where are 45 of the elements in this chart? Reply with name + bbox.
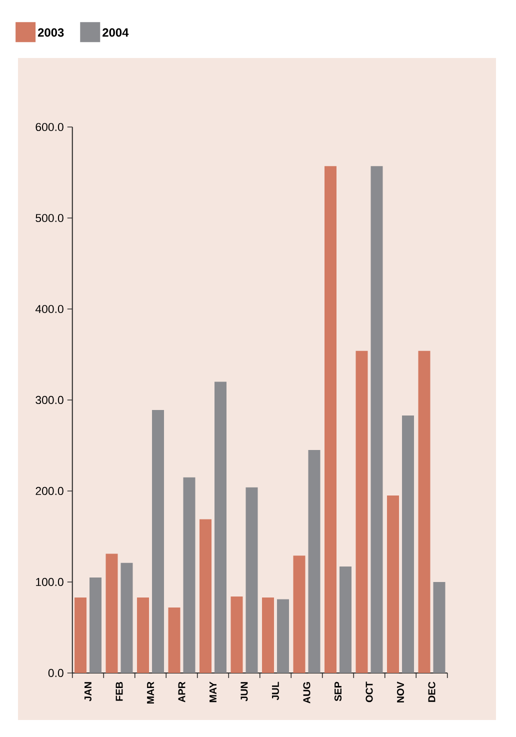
bar — [387, 496, 399, 673]
bar — [74, 597, 86, 673]
x-tick-label: JUN — [240, 682, 248, 702]
y-tick-label: 500.0 — [36, 214, 64, 222]
bar — [277, 599, 289, 673]
bar — [324, 166, 336, 673]
bar — [120, 562, 133, 673]
bar — [230, 596, 243, 673]
bar — [433, 582, 446, 673]
bar — [137, 597, 149, 673]
y-tick-label: 200.0 — [36, 486, 64, 496]
x-tick-label: AUG — [303, 682, 310, 704]
bar — [340, 566, 352, 673]
legend-label: 2003 — [38, 28, 64, 37]
bar — [370, 166, 383, 673]
y-tick-label: 300.0 — [36, 396, 64, 404]
bar — [168, 607, 180, 673]
bar — [402, 415, 414, 673]
bar — [418, 350, 430, 673]
x-tick-label: SEP — [334, 682, 342, 702]
bar — [214, 382, 226, 673]
bar — [200, 519, 212, 673]
x-tick-label: MAY — [210, 682, 216, 702]
x-tick-label: DEC — [428, 682, 436, 702]
bar — [308, 450, 320, 673]
y-tick-label: 100.0 — [36, 578, 64, 586]
legend-label: 2004 — [102, 28, 129, 37]
x-tick-label: JAN — [84, 682, 92, 702]
x-tick-label: FEB — [116, 682, 123, 701]
y-tick-label: 600.0 — [36, 122, 64, 132]
bar — [356, 350, 368, 673]
bar — [293, 556, 306, 673]
x-tick-label: APR — [178, 682, 186, 702]
y-tick-label: 400.0 — [35, 304, 64, 314]
bar — [262, 597, 274, 673]
bar — [246, 487, 258, 673]
bar — [152, 410, 164, 673]
y-tick-label: 0.0 — [48, 668, 64, 678]
x-tick-label: MAR — [147, 682, 154, 704]
x-tick-label: NOV — [396, 682, 404, 702]
x-tick-label: OCT — [366, 682, 373, 702]
bar — [90, 577, 102, 673]
bar — [183, 477, 196, 673]
x-tick-label: JUL — [272, 682, 279, 700]
bar — [106, 554, 118, 673]
